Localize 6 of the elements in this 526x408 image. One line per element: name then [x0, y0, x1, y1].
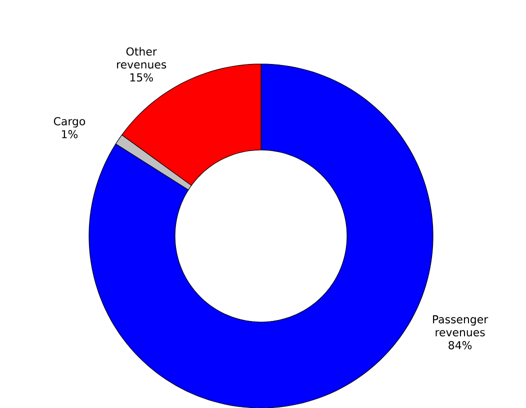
slice-label: Other revenues — [117, 47, 166, 69]
slice-label: Cargo — [54, 117, 86, 128]
data-label: 1% — [62, 130, 78, 138]
data-label: 15% — [130, 73, 153, 82]
slice-label: Passenger revenues — [433, 315, 488, 336]
data-label: 84% — [448, 341, 472, 350]
